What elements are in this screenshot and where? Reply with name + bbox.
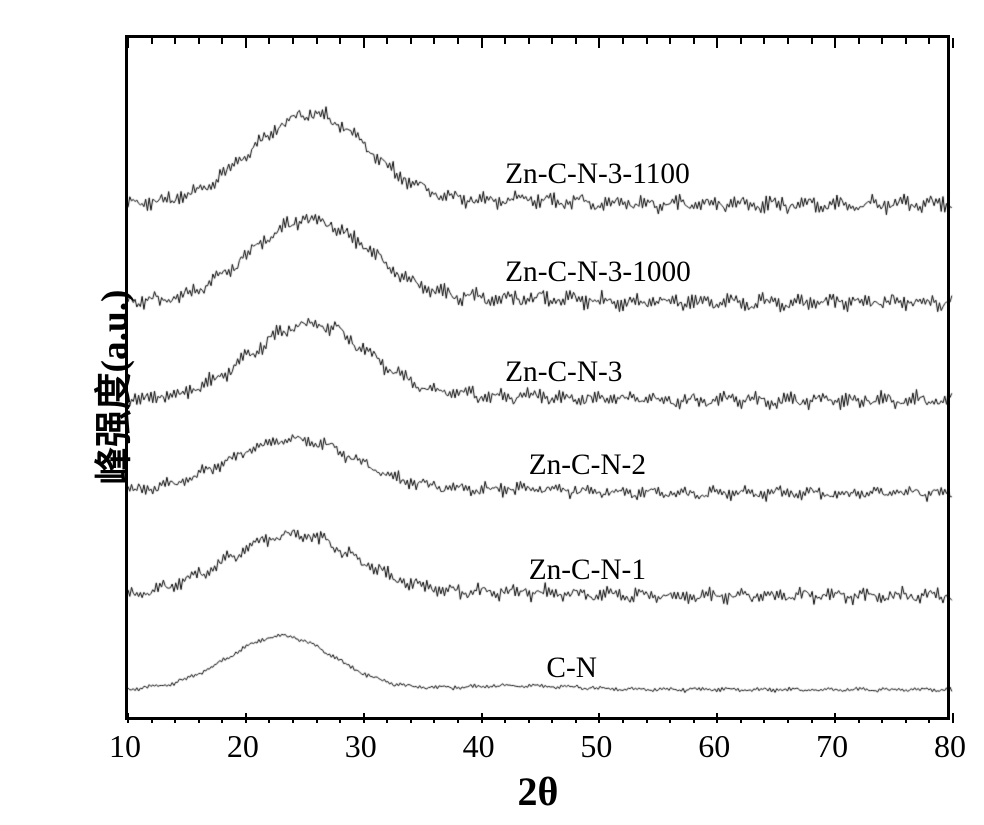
x-tick-major (716, 38, 718, 48)
x-tick-label: 70 (816, 728, 848, 765)
x-tick-minor (858, 38, 860, 44)
x-tick-minor (457, 38, 459, 44)
x-tick-minor (905, 38, 907, 44)
x-tick-minor (811, 38, 813, 44)
y-axis-label: 峰强度(a.u.) (83, 289, 137, 484)
x-tick-minor (504, 717, 506, 723)
plot-area: C-N Zn-C-N-1 Zn-C-N-2 Zn-C-N-3 Zn-C-N-3-1000… (125, 35, 950, 720)
series-label: Zn-C-N-3-1000 (505, 256, 691, 289)
x-tick-minor (551, 717, 553, 723)
x-tick-minor (268, 717, 270, 723)
xrd-figure: C-N Zn-C-N-1 Zn-C-N-2 Zn-C-N-3 Zn-C-N-3-1000… (0, 0, 984, 825)
x-tick-major (245, 713, 247, 723)
x-tick-minor (268, 38, 270, 44)
x-tick-minor (693, 717, 695, 723)
x-tick-minor (740, 717, 742, 723)
x-tick-major (127, 713, 129, 723)
x-tick-minor (316, 717, 318, 723)
x-axis-label: 2θ (518, 768, 559, 815)
x-tick-label: 20 (227, 728, 259, 765)
x-tick-minor (410, 717, 412, 723)
x-tick-minor (669, 717, 671, 723)
series-label: Zn-C-N-1 (529, 554, 646, 587)
x-tick-label: 80 (934, 728, 966, 765)
x-tick-minor (669, 38, 671, 44)
x-tick-minor (504, 38, 506, 44)
x-tick-minor (622, 717, 624, 723)
x-tick-minor (763, 38, 765, 44)
x-tick-label: 60 (698, 728, 730, 765)
x-tick-minor (433, 717, 435, 723)
x-tick-label: 30 (345, 728, 377, 765)
x-tick-minor (881, 38, 883, 44)
x-tick-minor (740, 38, 742, 44)
x-tick-major (952, 38, 954, 48)
x-tick-minor (575, 38, 577, 44)
x-tick-minor (316, 38, 318, 44)
x-tick-minor (151, 717, 153, 723)
x-tick-minor (292, 717, 294, 723)
x-tick-minor (646, 717, 648, 723)
x-tick-minor (928, 38, 930, 44)
x-tick-minor (763, 717, 765, 723)
x-tick-minor (528, 717, 530, 723)
series-label: C-N (546, 652, 597, 685)
x-tick-minor (174, 717, 176, 723)
x-tick-major (598, 38, 600, 48)
x-tick-major (127, 38, 129, 48)
x-tick-minor (433, 38, 435, 44)
x-tick-minor (646, 38, 648, 44)
x-tick-minor (292, 38, 294, 44)
x-tick-major (716, 713, 718, 723)
x-tick-minor (811, 717, 813, 723)
x-tick-minor (693, 38, 695, 44)
x-tick-major (481, 38, 483, 48)
x-tick-minor (551, 38, 553, 44)
x-tick-major (834, 38, 836, 48)
x-tick-minor (339, 717, 341, 723)
x-tick-label: 50 (580, 728, 612, 765)
x-tick-minor (386, 717, 388, 723)
series-label: Zn-C-N-3-1100 (505, 158, 690, 191)
x-tick-minor (905, 717, 907, 723)
x-tick-minor (174, 38, 176, 44)
x-tick-minor (787, 38, 789, 44)
x-tick-label: 40 (463, 728, 495, 765)
x-tick-minor (339, 38, 341, 44)
x-tick-minor (151, 38, 153, 44)
series-label: Zn-C-N-2 (529, 449, 646, 482)
x-tick-major (245, 38, 247, 48)
x-tick-major (481, 713, 483, 723)
x-tick-major (363, 713, 365, 723)
x-tick-major (834, 713, 836, 723)
x-tick-minor (928, 717, 930, 723)
x-tick-minor (457, 717, 459, 723)
x-tick-major (363, 38, 365, 48)
x-tick-minor (787, 717, 789, 723)
x-tick-minor (528, 38, 530, 44)
x-tick-minor (221, 38, 223, 44)
x-tick-minor (881, 717, 883, 723)
x-tick-minor (386, 38, 388, 44)
x-tick-minor (858, 717, 860, 723)
x-tick-minor (622, 38, 624, 44)
x-tick-major (952, 713, 954, 723)
x-tick-minor (221, 717, 223, 723)
x-tick-major (598, 713, 600, 723)
series-label: Zn-C-N-3 (505, 356, 622, 389)
x-tick-minor (198, 38, 200, 44)
x-tick-minor (198, 717, 200, 723)
x-tick-minor (410, 38, 412, 44)
x-tick-label: 10 (109, 728, 141, 765)
x-tick-minor (575, 717, 577, 723)
